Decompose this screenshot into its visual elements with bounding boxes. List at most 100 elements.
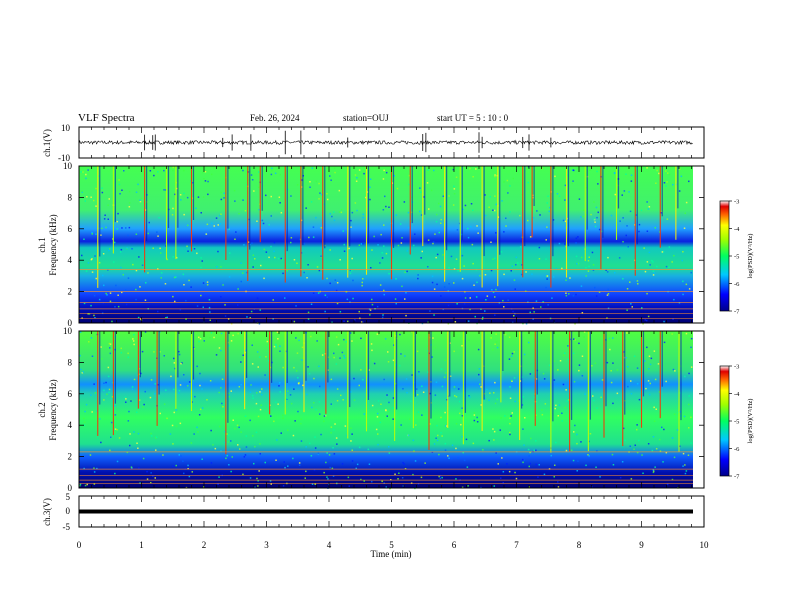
spectrogram-speckle	[502, 482, 504, 484]
spectrogram-speckle	[478, 373, 480, 376]
spectrogram-speckle	[455, 176, 458, 178]
spectrogram-speckle	[159, 247, 161, 250]
spectrogram-speckle	[666, 218, 669, 220]
spectrogram-speckle	[165, 317, 167, 319]
spectrogram-speckle	[476, 281, 478, 284]
spectrogram-speckle	[289, 394, 292, 396]
spectrogram-speckle	[300, 422, 302, 425]
spectrogram-speckle	[385, 409, 387, 411]
spectrogram-speckle	[435, 213, 438, 216]
spectrogram-speckle	[491, 289, 493, 291]
spectrogram-speckle	[260, 264, 262, 267]
spectrogram-speckle	[398, 426, 401, 428]
spectrogram-speckle	[484, 274, 487, 276]
spectrogram-speckle	[546, 278, 548, 280]
spectrogram-speckle	[124, 396, 126, 399]
spectrogram-speckle	[306, 277, 308, 279]
spectrogram-speckle	[93, 383, 95, 385]
spectrogram-speckle	[454, 395, 456, 397]
spectrogram-speckle	[208, 299, 211, 301]
spectrogram-speckle	[332, 475, 335, 477]
spectrogram-speckle	[562, 383, 565, 386]
spectrogram-speckle	[267, 344, 269, 346]
spectrogram-speckle	[472, 262, 474, 265]
spectrogram-speckle	[341, 351, 344, 354]
spectrogram-speckle	[206, 399, 208, 401]
spectrogram-speckle	[665, 265, 668, 268]
frequency-tick-label: 0	[68, 318, 73, 328]
spectrogram-speckle	[157, 384, 159, 386]
spectrogram-speckle	[383, 169, 385, 172]
spectrogram-speckle	[407, 211, 410, 214]
spectrogram-speckle	[653, 470, 655, 472]
spectrogram-speckle	[253, 308, 256, 310]
spectrogram-speckle	[598, 228, 601, 231]
spectrogram-speckle	[362, 216, 364, 219]
spectrogram-speckle	[573, 431, 575, 433]
spectrogram-speckle	[331, 467, 334, 470]
spectrogram-speckle	[562, 354, 565, 357]
spectrogram-speckle	[400, 353, 402, 355]
spectrogram-speckle	[275, 401, 277, 403]
spectrogram-speckle	[336, 388, 339, 390]
ch1-ytick-top: 10	[61, 123, 71, 133]
spectrogram-speckle	[557, 415, 559, 417]
spectrogram-speckle	[445, 425, 447, 427]
spectrogram-speckle	[326, 476, 328, 478]
spectrogram-speckle	[413, 450, 415, 452]
spectrogram-speckle	[684, 464, 686, 466]
spectrogram-speckle	[645, 387, 647, 390]
spectrogram-speckle	[326, 277, 328, 280]
spectrogram-speckle	[638, 223, 641, 226]
spectrogram-speckle	[312, 292, 315, 294]
spectrogram-speckle	[157, 268, 159, 270]
spectrogram-speckle	[387, 410, 389, 413]
spectrogram-speckle	[654, 378, 657, 381]
spectrogram-speckle	[321, 354, 324, 356]
spectrogram-speckle	[246, 184, 248, 186]
spectrogram-speckle	[378, 289, 381, 291]
spectrogram-speckle	[494, 402, 497, 405]
spectrogram-speckle	[234, 427, 236, 430]
spectrogram-speckle	[86, 196, 88, 198]
spectrogram-speckle	[458, 222, 461, 225]
spectrogram-speckle	[150, 432, 152, 435]
spectrogram-speckle	[309, 186, 311, 188]
spectrogram-speckle	[438, 475, 440, 478]
spectrogram-speckle	[590, 213, 592, 216]
spectrogram-speckle	[320, 256, 322, 258]
spectrogram-speckle	[81, 372, 84, 374]
spectrogram-speckle	[626, 309, 628, 311]
spectrogram-speckle	[423, 196, 425, 198]
spectrogram-speckle	[198, 336, 200, 339]
spectrogram-speckle	[426, 345, 429, 347]
time-tick-label: 10	[700, 540, 710, 550]
spectrogram-speckle	[132, 338, 134, 340]
spectrogram-speckle	[575, 255, 578, 258]
spectrogram-speckle	[373, 235, 375, 238]
spectrogram-speckle	[333, 219, 336, 222]
spectrogram-speckle	[633, 448, 635, 450]
spectrogram-speckle	[278, 385, 280, 387]
spectrogram-speckle	[455, 258, 458, 260]
spectrogram-speckle	[148, 221, 150, 224]
spectrogram-speckle	[188, 381, 191, 383]
spectrogram-speckle	[499, 429, 501, 431]
spectrogram-speckle	[682, 452, 685, 455]
spectrogram-speckle	[320, 271, 322, 274]
spectrogram-speckle	[501, 200, 503, 202]
spectrogram-speckle	[647, 315, 650, 318]
spectrogram-speckle	[652, 274, 655, 276]
spectrogram-speckle	[421, 385, 423, 387]
spectrogram-speckle	[165, 389, 167, 391]
spectrogram-speckle	[533, 311, 535, 313]
spectrogram-speckle	[463, 265, 465, 267]
spectrogram-speckle	[589, 433, 592, 435]
spectrogram-speckle	[329, 249, 331, 251]
spectrogram-speckle	[265, 251, 268, 253]
spectrogram-speckle	[529, 373, 532, 375]
spectrogram-speckle	[308, 236, 310, 239]
spectrogram-speckle	[268, 359, 270, 362]
spectrogram-speckle	[240, 431, 242, 433]
spectrogram-speckle	[455, 423, 458, 425]
